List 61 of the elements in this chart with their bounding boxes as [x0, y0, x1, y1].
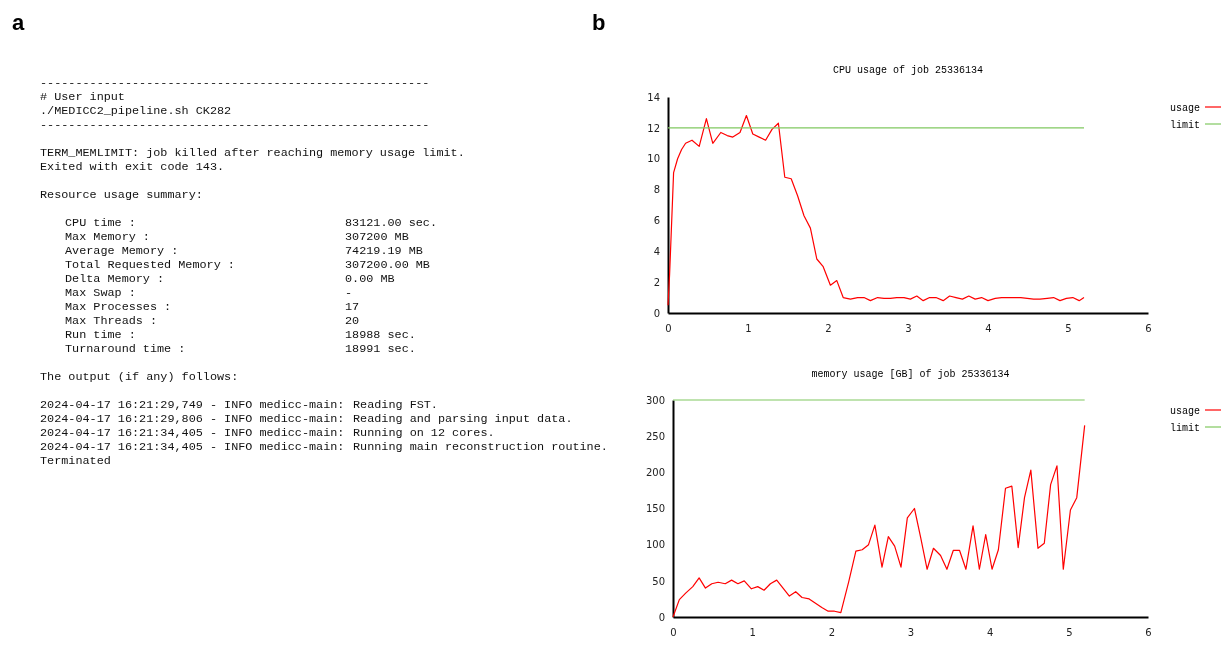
- y-tick-label: 300: [645, 394, 665, 406]
- y-tick-label: 250: [645, 430, 665, 442]
- x-tick-label: 5: [1065, 323, 1072, 335]
- text: 2024-04-17 16:21:34,405 - INFO medicc-main: Running main reconstruction routine.: [40, 440, 608, 454]
- y-tick-label: 14: [647, 91, 660, 103]
- text: Average Memory : 74219.19 MB: [65, 244, 423, 258]
- x-tick-label: 6: [1145, 627, 1152, 639]
- text: Max Threads : 20: [65, 314, 360, 328]
- text: TERM_MEMLIMIT: job killed after reaching memory usage limit.: [40, 146, 465, 160]
- line-series: [667, 114, 1085, 306]
- text: b: [592, 10, 606, 35]
- text: Delta Memory : 0.00 MB: [65, 272, 395, 286]
- y-tick-label: 4: [653, 245, 660, 257]
- text: 2024-04-17 16:21:29,749 - INFO medicc-main: Reading FST.: [40, 398, 438, 412]
- text: Resource usage summary:: [40, 188, 203, 202]
- x-tick-label: 3: [907, 627, 915, 639]
- x-tick-label: 1: [749, 627, 756, 639]
- y-tick-label: 8: [653, 184, 660, 196]
- x-tick-label: 3: [905, 323, 912, 335]
- y-tick-label: 100: [645, 539, 665, 551]
- text: a: [12, 10, 25, 35]
- y-tick-label: 200: [645, 467, 665, 479]
- x-tick-label: 2: [828, 627, 836, 639]
- text: Max Memory : 307200 MB: [65, 230, 409, 244]
- y-tick-label: 0: [658, 611, 665, 623]
- text: The output (if any) follows:: [40, 370, 239, 384]
- x-tick-label: 4: [985, 323, 992, 335]
- x-tick-label: 1: [745, 323, 752, 335]
- y-tick-label: 6: [653, 215, 660, 227]
- text: Max Swap : -: [65, 286, 353, 300]
- chart-title: memory usage [GB] of job 25336134: [811, 369, 1010, 380]
- text: Terminated: [40, 454, 111, 468]
- y-tick-label: 12: [647, 122, 660, 134]
- x-tick-label: 5: [1066, 627, 1073, 639]
- legend-label: usage: [1169, 406, 1200, 417]
- text: -------------------------------------------------------: [40, 76, 430, 90]
- text: CPU time : 83121.00 sec.: [65, 216, 438, 230]
- y-tick-label: 50: [652, 575, 665, 587]
- y-tick-label: 10: [647, 153, 660, 165]
- text: # User input: [40, 90, 125, 104]
- text: Max Processes : 17: [65, 300, 360, 314]
- text: ./MEDICC2_pipeline.sh CK282: [40, 104, 232, 118]
- line-series: [672, 424, 1086, 618]
- y-tick-label: 2: [653, 276, 660, 288]
- legend-label: usage: [1169, 103, 1200, 114]
- x-tick-label: 2: [825, 323, 832, 335]
- legend-label: limit: [1169, 423, 1200, 434]
- text: Turnaround time : 18991 sec.: [65, 342, 416, 356]
- x-tick-label: 0: [670, 627, 677, 639]
- x-tick-label: 6: [1145, 323, 1152, 335]
- y-tick-label: 0: [653, 307, 660, 319]
- x-tick-label: 4: [986, 627, 994, 639]
- text: Exited with exit code 143.: [40, 160, 225, 174]
- text: 2024-04-17 16:21:29,806 - INFO medicc-main: Reading and parsing input data.: [40, 412, 573, 426]
- text: Run time : 18988 sec.: [65, 328, 416, 342]
- text: 2024-04-17 16:21:34,405 - INFO medicc-main: Running on 12 cores.: [40, 426, 495, 440]
- text: -------------------------------------------------------: [40, 118, 430, 132]
- legend-label: limit: [1169, 120, 1200, 131]
- y-tick-label: 150: [645, 503, 665, 515]
- text: Total Requested Memory : 307200.00 MB: [65, 258, 430, 272]
- chart-title: CPU usage of job 25336134: [832, 65, 984, 76]
